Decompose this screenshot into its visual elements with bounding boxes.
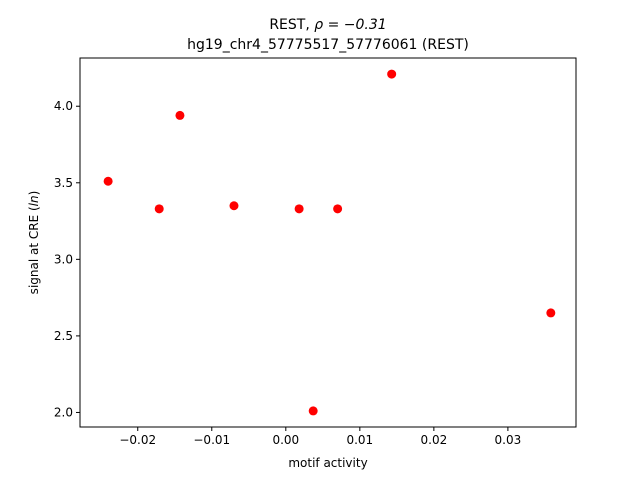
y-axis-label-italic: ln — [27, 195, 41, 206]
y-tick-label: 3.5 — [54, 176, 73, 190]
data-point — [294, 204, 304, 214]
data-point — [546, 308, 556, 318]
x-tick-label: −0.01 — [193, 433, 230, 447]
chart-title-rho: ρ = −0.31 — [314, 17, 386, 33]
axis-ticks: −0.02 −0.01 0.00 0.01 0.02 0.03 2.0 2.5 3.0 3.5 4.… — [54, 99, 521, 447]
y-tick-label: 3.0 — [54, 252, 73, 266]
x-axis-label: motif activity — [288, 456, 367, 470]
data-point — [229, 201, 239, 211]
y-tick-label: 4.0 — [54, 99, 73, 113]
data-point — [308, 406, 318, 416]
y-axis-label: signal at CRE (ln) — [27, 191, 41, 295]
chart-title-prefix: REST, — [269, 17, 314, 33]
y-tick-label: 2.0 — [54, 405, 73, 419]
data-point — [333, 204, 343, 214]
x-tick-label: 0.01 — [346, 433, 373, 447]
data-point — [154, 204, 164, 214]
x-tick-label: −0.02 — [119, 433, 156, 447]
chart-title: REST, ρ = −0.31 — [269, 17, 386, 33]
data-points — [103, 69, 556, 416]
data-point — [387, 69, 397, 79]
chart-subtitle: hg19_chr4_57775517_57776061 (REST) — [187, 37, 469, 53]
data-point — [175, 110, 185, 120]
y-axis-label-suffix: ) — [27, 191, 41, 196]
plot-frame — [79, 57, 577, 428]
x-tick-label: 0.03 — [495, 433, 522, 447]
data-point — [103, 176, 113, 186]
x-tick-label: 0.00 — [272, 433, 299, 447]
y-tick-label: 2.5 — [54, 329, 73, 343]
y-axis-label-prefix: signal at CRE ( — [27, 206, 41, 294]
x-tick-label: 0.02 — [421, 433, 448, 447]
